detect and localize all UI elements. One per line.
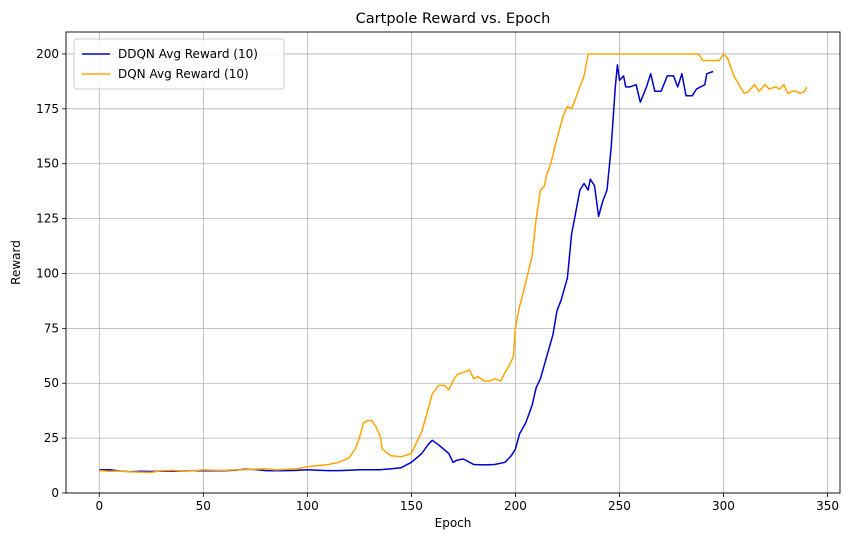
y-axis-label: Reward xyxy=(9,240,23,285)
x-tick-label: 100 xyxy=(296,499,319,513)
y-tick-label: 0 xyxy=(51,486,59,500)
y-tick-label: 175 xyxy=(36,102,59,116)
y-tick-label: 25 xyxy=(44,431,59,445)
legend-label-ddqn: DDQN Avg Reward (10) xyxy=(118,47,258,61)
legend: DDQN Avg Reward (10) DQN Avg Reward (10) xyxy=(73,38,285,90)
series-line-dqn xyxy=(99,53,808,474)
series-layer xyxy=(99,53,808,474)
plot-frame xyxy=(65,31,841,494)
y-tick-label: 50 xyxy=(44,376,59,390)
y-tick-label: 100 xyxy=(36,266,59,280)
y-tick-label: 200 xyxy=(36,47,59,61)
x-tick-label: 0 xyxy=(95,499,103,513)
y-tick-label: 125 xyxy=(36,212,59,226)
x-tick-label: 250 xyxy=(608,499,631,513)
legend-box xyxy=(73,38,285,90)
y-tick-label: 150 xyxy=(36,157,59,171)
axis-ticks: 0 50 100 150 200 250 300 350 0 25 50 75 100 125 150 175… xyxy=(36,47,839,513)
x-tick-label: 150 xyxy=(400,499,423,513)
x-tick-label: 300 xyxy=(712,499,735,513)
x-tick-label: 350 xyxy=(816,499,839,513)
chart-title: Cartpole Reward vs. Epoch xyxy=(356,11,551,27)
legend-label-dqn: DQN Avg Reward (10) xyxy=(118,67,249,81)
x-tick-label: 50 xyxy=(196,499,211,513)
x-tick-label: 200 xyxy=(504,499,527,513)
x-axis-label: Epoch xyxy=(435,516,472,530)
y-tick-label: 75 xyxy=(44,321,59,335)
